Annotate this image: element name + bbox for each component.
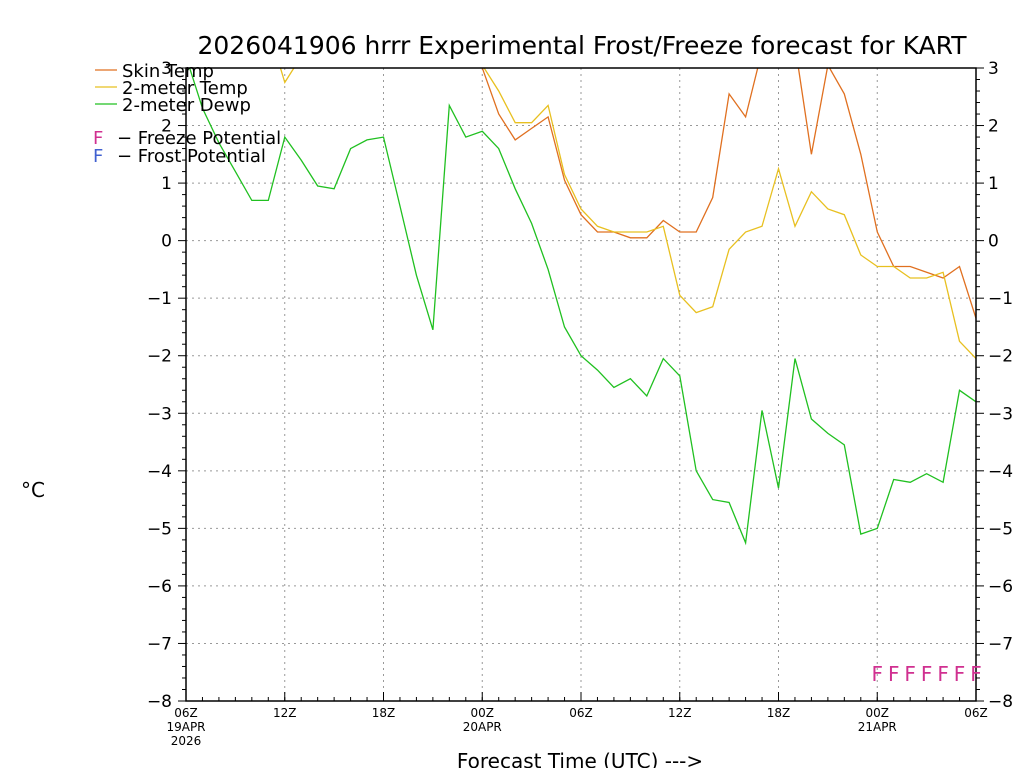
y-tick-label-left: −5 [147, 519, 172, 539]
y-tick-label-right: 0 [988, 232, 999, 252]
y-tick-label-right: −4 [988, 462, 1013, 482]
y-tick-label-right: −5 [988, 519, 1013, 539]
freeze-marker: F [904, 662, 916, 686]
grid-lines [186, 68, 976, 701]
freeze-marker: F [921, 662, 933, 686]
series-lines [188, 68, 976, 546]
legend-freeze-letter: F [93, 128, 103, 149]
series-line-2-meter-dewp [188, 68, 976, 546]
x-tick-label: 00Z [471, 706, 495, 720]
x-tick-label: 18Z [767, 706, 791, 720]
legend-label: 2-meter Dewp [122, 95, 251, 116]
series-line-skin-temp [481, 68, 976, 319]
y-tick-label-right: −1 [988, 289, 1013, 309]
y-tick-label-right: 2 [988, 117, 999, 137]
legend-frost-letter: F [93, 146, 103, 167]
y-tick-label-right: −7 [988, 634, 1013, 654]
y-tick-label-right: 1 [988, 174, 999, 194]
freeze-marker: F [937, 662, 949, 686]
y-tick-label-right: −6 [988, 577, 1013, 597]
x-tick-label: 06Z [964, 706, 988, 720]
y-tick-label-left: −8 [147, 692, 172, 712]
legend-frost-label: − Frost Potential [117, 146, 266, 167]
x-tick-label: 18Z [372, 706, 396, 720]
y-tick-label-right: −3 [988, 404, 1013, 424]
x-tick-date: 19APR [166, 720, 205, 734]
series-line-2-meter-temp [279, 68, 976, 360]
y-tick-label-right: −2 [988, 347, 1013, 367]
x-tick-date: 20APR [463, 720, 502, 734]
freeze-marker: F [954, 662, 966, 686]
x-tick-year: 2026 [171, 734, 202, 748]
chart-title: 2026041906 hrrr Experimental Frost/Freez… [198, 31, 968, 60]
legend-freeze-label: − Freeze Potential [117, 128, 281, 149]
y-tick-label-left: 2 [161, 117, 172, 137]
legend-label: 2-meter Temp [122, 78, 248, 99]
y-tick-label-left: −1 [147, 289, 172, 309]
x-tick-label: 06Z [569, 706, 593, 720]
x-axis-label: Forecast Time (UTC) ---> [457, 749, 703, 768]
plot-frame [185, 67, 977, 702]
x-tick-label: 12Z [273, 706, 297, 720]
y-tick-label-left: −2 [147, 347, 172, 367]
y-tick-label-left: 3 [161, 59, 172, 79]
freeze-marker: F [871, 662, 883, 686]
y-tick-label-left: −3 [147, 404, 172, 424]
y-axis-left: 3 2 1 0 −1 −2 −3 −4 −5 −6 −7 −8 [147, 59, 186, 712]
y-tick-label-right: −8 [988, 692, 1013, 712]
freeze-marker: F [970, 662, 982, 686]
x-tick-label: 12Z [668, 706, 692, 720]
x-tick-date: 21APR [858, 720, 897, 734]
y-tick-label-left: 0 [161, 232, 172, 252]
y-tick-label-left: −7 [147, 634, 172, 654]
legend-label: Skin Temp [122, 61, 214, 82]
x-tick-label: 06Z [174, 706, 198, 720]
x-tick-label: 00Z [866, 706, 890, 720]
freeze-marker: F [888, 662, 900, 686]
y-axis-right: 3 2 1 0 −1 −2 −3 −4 −5 −6 −7 −8 [976, 59, 1013, 712]
y-axis-label: °C [21, 478, 45, 502]
y-tick-label-left: −6 [147, 577, 172, 597]
y-tick-label-right: 3 [988, 59, 999, 79]
y-tick-label-left: 1 [161, 174, 172, 194]
y-tick-label-left: −4 [147, 462, 172, 482]
